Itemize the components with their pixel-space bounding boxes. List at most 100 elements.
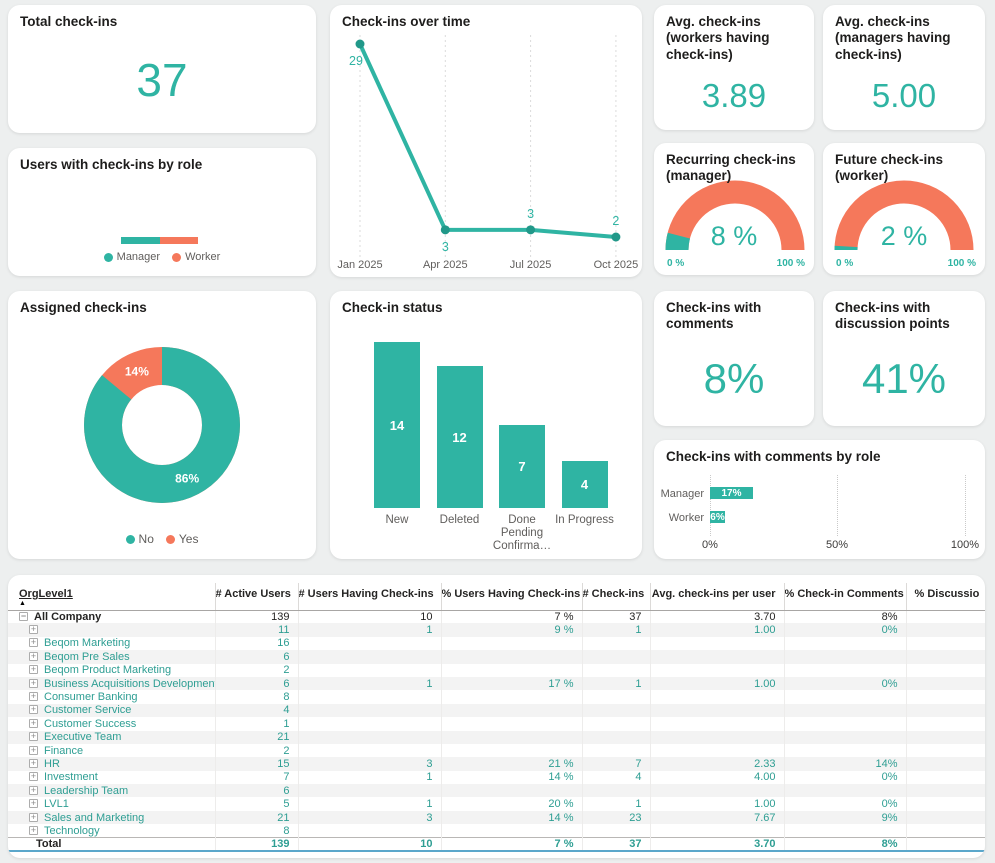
- legend-item-manager[interactable]: Manager: [103, 251, 160, 263]
- cell-value: [906, 690, 985, 704]
- legend-item-yes[interactable]: Yes: [165, 532, 198, 546]
- check-ins-over-time-plot[interactable]: 29 3 3 2 Jan 2025 Apr 2025 Jul 2025 Oct 2025: [330, 5, 642, 277]
- table-row[interactable]: − All Company 139 10 7 % 37 3.70 8%: [8, 610, 985, 624]
- cell-value: [441, 824, 583, 838]
- recurring-gauge-plot[interactable]: [654, 143, 814, 275]
- table-row[interactable]: + Beqom Marketing 16: [8, 636, 985, 651]
- gridline: [837, 475, 838, 536]
- future-gauge-plot[interactable]: [823, 143, 985, 275]
- cell-value: [582, 703, 651, 718]
- donut-slice-no[interactable]: [84, 347, 240, 503]
- cell-value: [582, 784, 651, 798]
- expand-icon[interactable]: +: [29, 691, 38, 702]
- column-header-2[interactable]: # Users Having Check-ins: [298, 583, 442, 611]
- table-row[interactable]: + Customer Service 4: [8, 703, 985, 718]
- table-row[interactable]: + LVL1 5 1 20 % 1 1.00 0%: [8, 797, 985, 811]
- manager-comments-bar[interactable]: 17%: [710, 487, 753, 499]
- table-row[interactable]: + Consumer Banking 8: [8, 690, 985, 704]
- gauge-min-label: 0 %: [667, 258, 685, 269]
- card-recurring-check-ins-gauge: Recurring check-ins (manager) 8 % 0 % 10…: [654, 143, 814, 275]
- expand-icon[interactable]: +: [29, 650, 38, 661]
- table-row[interactable]: + Business Acquisitions Development 6 1 17 %…: [8, 676, 985, 691]
- role-stacked-bar[interactable]: [121, 237, 198, 244]
- cell-value: 17 %: [441, 676, 583, 691]
- org-name: Beqom Marketing: [44, 637, 131, 650]
- table-row[interactable]: + Technology 8: [8, 824, 985, 838]
- column-header-0[interactable]: OrgLevel1 ▲: [8, 583, 216, 611]
- column-header-4[interactable]: # Check-ins: [582, 583, 651, 611]
- org-name: LVL1: [44, 798, 69, 811]
- no-dot-icon: [125, 534, 135, 544]
- table-total-row[interactable]: Total 139 10 7 % 37 3.70 8%: [8, 837, 985, 853]
- expand-icon[interactable]: +: [29, 664, 38, 675]
- cell-value: [441, 730, 583, 744]
- worker-comments-bar[interactable]: 6%: [710, 511, 725, 523]
- column-header-5[interactable]: Avg. check-ins per user: [650, 583, 785, 611]
- data-point[interactable]: [440, 225, 450, 235]
- table-row[interactable]: + Beqom Product Marketing 2: [8, 663, 985, 677]
- cell-value: [784, 784, 907, 798]
- expand-icon[interactable]: +: [29, 744, 38, 755]
- table-row[interactable]: + Customer Success 1: [8, 717, 985, 731]
- cell-value: 8: [215, 824, 299, 838]
- cell-value: 1: [298, 623, 442, 637]
- status-bar[interactable]: 12: [436, 366, 483, 508]
- column-header-3[interactable]: % Users Having Check-ins: [441, 583, 583, 611]
- table-row[interactable]: + Beqom Pre Sales 6: [8, 650, 985, 664]
- expand-icon[interactable]: +: [29, 811, 38, 822]
- table-row[interactable]: + Executive Team 21: [8, 730, 985, 744]
- expand-icon[interactable]: +: [29, 784, 38, 795]
- card-check-ins-over-time: Check-ins over time 29 3 3 2 Jan 2025 Apr 202…: [330, 5, 642, 277]
- column-header-7[interactable]: % Discussio: [906, 583, 985, 611]
- card-check-ins-with-comments-by-role: Check-ins with comments by role Manager …: [654, 440, 985, 559]
- check-ins-line[interactable]: [358, 42, 618, 239]
- expand-icon[interactable]: +: [29, 731, 38, 742]
- expand-icon[interactable]: +: [29, 624, 38, 635]
- org-name: Business Acquisitions Development: [44, 677, 215, 690]
- recurring-gauge-value: 8 %: [710, 221, 758, 251]
- cell-value: [906, 663, 985, 677]
- cell-value: 3: [298, 810, 442, 825]
- expand-icon[interactable]: +: [29, 757, 38, 768]
- table-row[interactable]: + Investment 7 1 14 % 4 4.00 0%: [8, 770, 985, 785]
- status-bar[interactable]: 4: [561, 461, 608, 508]
- category-label: Deleted: [439, 514, 480, 526]
- column-header-6[interactable]: % Check-in Comments: [784, 583, 907, 611]
- cell-value: 1: [582, 676, 651, 691]
- org-name: Total: [36, 838, 62, 851]
- org-name: Customer Success: [44, 717, 137, 730]
- table-row[interactable]: + Sales and Marketing 21 3 14 % 23 7.67 9%: [8, 810, 985, 825]
- expand-icon[interactable]: +: [29, 824, 38, 835]
- cell-value: [441, 663, 583, 677]
- table-row[interactable]: +11 1 9 % 1 1.00 0%: [8, 623, 985, 637]
- expand-icon[interactable]: +: [29, 798, 38, 809]
- status-bar[interactable]: 14: [374, 342, 420, 508]
- status-bar[interactable]: 7: [499, 425, 545, 508]
- role-bar-segment-manager[interactable]: [121, 237, 160, 244]
- table-row[interactable]: + Leadership Team 6: [8, 784, 985, 798]
- expand-icon[interactable]: +: [29, 771, 38, 782]
- expand-icon[interactable]: +: [29, 677, 38, 688]
- card-avg-check-ins-workers: Avg. check-ins (workers having check-ins…: [654, 5, 814, 130]
- expand-icon[interactable]: +: [29, 717, 38, 728]
- collapse-icon[interactable]: −: [19, 610, 28, 621]
- data-point[interactable]: [611, 232, 621, 242]
- data-point[interactable]: [355, 39, 365, 49]
- assigned-donut-plot[interactable]: 86% 14%: [8, 291, 316, 559]
- x-axis-label: Jan 2025: [337, 259, 382, 271]
- column-header-1[interactable]: # Active Users: [215, 583, 299, 611]
- sorted-column-label: OrgLevel1: [19, 588, 73, 600]
- cell-value: 6: [215, 784, 299, 798]
- cell-value: 5: [215, 797, 299, 811]
- category-label: In Progress: [555, 514, 614, 526]
- table-row[interactable]: + Finance 2: [8, 743, 985, 758]
- role-bar-segment-worker[interactable]: [159, 237, 198, 244]
- data-point[interactable]: [526, 225, 536, 235]
- legend-item-no[interactable]: No: [125, 532, 154, 546]
- expand-icon[interactable]: +: [29, 637, 38, 648]
- x-axis-label: Oct 2025: [594, 259, 639, 271]
- cell-value: 4: [582, 770, 651, 785]
- legend-item-worker[interactable]: Worker: [172, 251, 220, 263]
- table-row[interactable]: + HR 15 3 21 % 7 2.33 14%: [8, 757, 985, 771]
- expand-icon[interactable]: +: [29, 704, 38, 715]
